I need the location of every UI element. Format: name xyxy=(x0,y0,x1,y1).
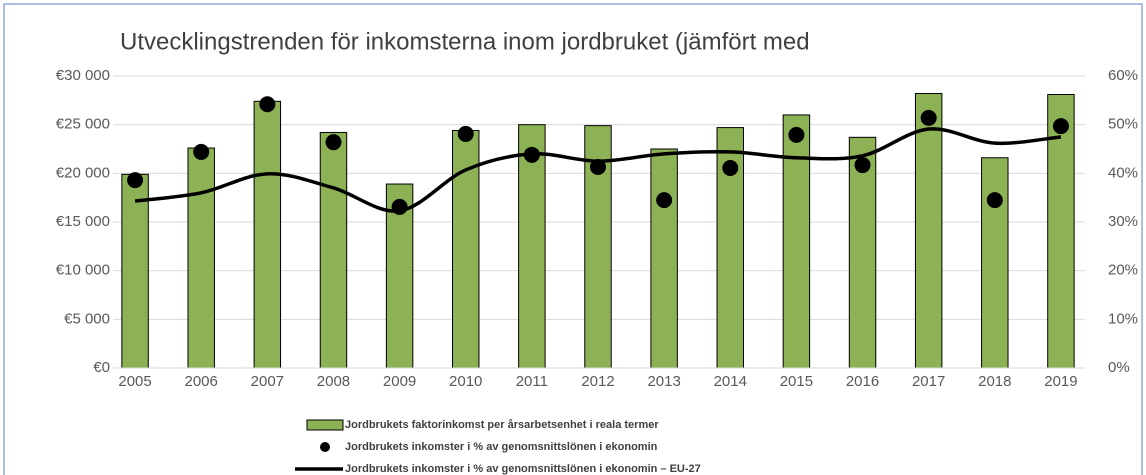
y-tick-label: €10 000 xyxy=(56,262,110,279)
bar xyxy=(121,173,149,369)
y2-tick-label: 0% xyxy=(1108,359,1130,376)
dot xyxy=(127,172,144,189)
y2-tick-label: 50% xyxy=(1108,116,1138,133)
legend-label: Jordbrukets inkomster i % av genomsnitts… xyxy=(345,441,658,453)
y2-tick-label: 10% xyxy=(1108,310,1138,327)
dot xyxy=(457,125,474,142)
dot xyxy=(259,96,276,113)
y2-tick-label: 20% xyxy=(1108,262,1138,279)
dot xyxy=(193,143,210,160)
x-tick-label: 2006 xyxy=(185,373,218,390)
x-tick-label: 2011 xyxy=(516,373,548,390)
dot xyxy=(325,134,342,151)
x-tick-label: 2019 xyxy=(1044,373,1077,390)
bar xyxy=(914,93,943,369)
bar xyxy=(1047,93,1075,369)
dot xyxy=(986,192,1003,209)
x-tick-label: 2009 xyxy=(383,373,416,390)
legend-swatch xyxy=(320,442,330,452)
x-tick-label: 2013 xyxy=(647,373,680,390)
dot xyxy=(1052,118,1069,135)
dot xyxy=(854,157,871,174)
y-tick-label: €5 000 xyxy=(64,310,110,327)
bar xyxy=(650,148,678,369)
x-tick-label: 2016 xyxy=(846,373,879,390)
chart-title: Utvecklingstrenden för inkomsterna inom … xyxy=(120,28,810,55)
x-tick-label: 2005 xyxy=(118,373,151,390)
y-tick-label: €15 000 xyxy=(56,213,110,230)
chart-frame xyxy=(3,3,1143,475)
y-tick-label: €25 000 xyxy=(56,116,110,133)
legend-swatch xyxy=(306,419,344,431)
y2-tick-label: 40% xyxy=(1108,164,1138,181)
x-tick-label: 2018 xyxy=(978,373,1011,390)
y-tick-label: €20 000 xyxy=(56,164,110,181)
legend-label: Jordbrukets inkomster i % av genomsnitts… xyxy=(345,463,701,475)
dot xyxy=(722,159,739,176)
x-tick-label: 2007 xyxy=(251,373,284,390)
dot xyxy=(920,109,937,126)
y-tick-label: €0 xyxy=(93,359,110,376)
y-tick-label: €30 000 xyxy=(56,67,110,84)
dot xyxy=(656,192,673,209)
bar xyxy=(782,114,811,369)
bar xyxy=(253,100,282,369)
y2-tick-label: 30% xyxy=(1108,213,1138,230)
bar xyxy=(319,131,348,369)
dot xyxy=(788,126,805,143)
y2-tick-label: 60% xyxy=(1108,67,1138,84)
x-tick-label: 2017 xyxy=(912,373,945,390)
x-tick-label: 2008 xyxy=(317,373,350,390)
dot xyxy=(590,159,606,176)
x-tick-label: 2014 xyxy=(714,373,747,390)
bar xyxy=(518,124,546,369)
x-tick-label: 2010 xyxy=(449,373,482,390)
bar xyxy=(981,157,1009,369)
bar xyxy=(187,147,215,369)
x-tick-label: 2012 xyxy=(581,373,614,390)
legend-label: Jordbrukets faktorinkomst per årsarbetse… xyxy=(345,419,659,431)
x-tick-label: 2015 xyxy=(780,373,813,390)
bar xyxy=(848,136,877,369)
line xyxy=(134,127,1062,213)
